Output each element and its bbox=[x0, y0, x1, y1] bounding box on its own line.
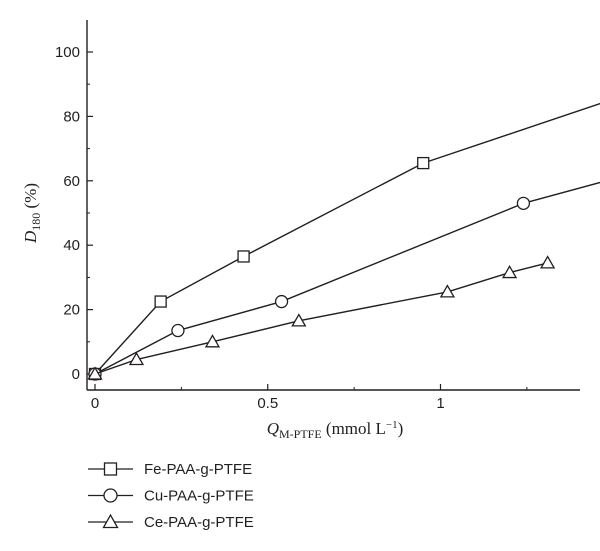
data-point-ce-paa-g-ptfe bbox=[439, 284, 456, 298]
axes bbox=[86, 20, 580, 391]
data-point-ce-paa-g-ptfe bbox=[87, 366, 103, 380]
legend-label: Fe-PAA-g-PTFE bbox=[144, 461, 252, 478]
series-ce-paa-g-ptfe bbox=[87, 255, 556, 380]
data-point-ce-paa-g-ptfe bbox=[539, 255, 556, 269]
legend-marker-circle bbox=[103, 488, 118, 503]
legend-label: Cu-PAA-g-PTFE bbox=[144, 488, 254, 505]
data-point-cu-paa-g-ptfe bbox=[516, 196, 531, 210]
x-tick-label: 0 bbox=[91, 395, 99, 412]
y-axis-title: D180 (%) bbox=[21, 183, 43, 244]
data-point-ce-paa-g-ptfe bbox=[291, 313, 307, 327]
x-axis-title: QM-PTFE (mmol L−1) bbox=[267, 419, 404, 441]
legend-item-fe-paa-g-ptfe: Fe-PAA-g-PTFE bbox=[88, 461, 252, 478]
legend-label: Ce-PAA-g-PTFE bbox=[144, 514, 254, 531]
series-line-cu-paa-g-ptfe bbox=[94, 181, 600, 375]
data-point-ce-paa-g-ptfe bbox=[128, 351, 145, 366]
y-tick-label: 40 bbox=[63, 237, 80, 254]
data-point-fe-paa-g-ptfe bbox=[154, 295, 167, 308]
series-cu-paa-g-ptfe bbox=[88, 181, 600, 381]
y-tick-label: 0 bbox=[72, 366, 80, 383]
data-point-ce-paa-g-ptfe bbox=[204, 334, 221, 348]
series-line-ce-paa-g-ptfe bbox=[94, 262, 548, 375]
data-point-cu-paa-g-ptfe bbox=[171, 323, 185, 338]
data-point-fe-paa-g-ptfe bbox=[237, 250, 250, 263]
x-tick-label: 0.5 bbox=[257, 395, 278, 412]
data-point-cu-paa-g-ptfe bbox=[274, 294, 289, 309]
legend-marker-triangle bbox=[102, 513, 119, 529]
y-tick-label: 100 bbox=[55, 44, 80, 61]
legend: Fe-PAA-g-PTFE Cu-PAA-g-PTFE Ce-PAA-g-PTFE bbox=[88, 461, 254, 531]
series-fe-paa-g-ptfe bbox=[88, 102, 600, 381]
ticks: 00.511.522.5020406080100 bbox=[55, 44, 528, 412]
series-line-fe-paa-g-ptfe bbox=[94, 102, 600, 375]
data-point-ce-paa-g-ptfe bbox=[501, 264, 518, 279]
legend-item-cu-paa-g-ptfe: Cu-PAA-g-PTFE bbox=[88, 488, 254, 505]
series-group bbox=[87, 102, 600, 381]
legend-marker-square bbox=[103, 462, 118, 476]
y-tick-label: 80 bbox=[63, 108, 80, 125]
x-tick-label: 1 bbox=[436, 395, 444, 412]
y-tick-label: 20 bbox=[63, 302, 80, 319]
legend-item-ce-paa-g-ptfe: Ce-PAA-g-PTFE bbox=[88, 513, 254, 531]
y-tick-label: 60 bbox=[63, 173, 80, 190]
data-point-fe-paa-g-ptfe bbox=[417, 156, 430, 170]
